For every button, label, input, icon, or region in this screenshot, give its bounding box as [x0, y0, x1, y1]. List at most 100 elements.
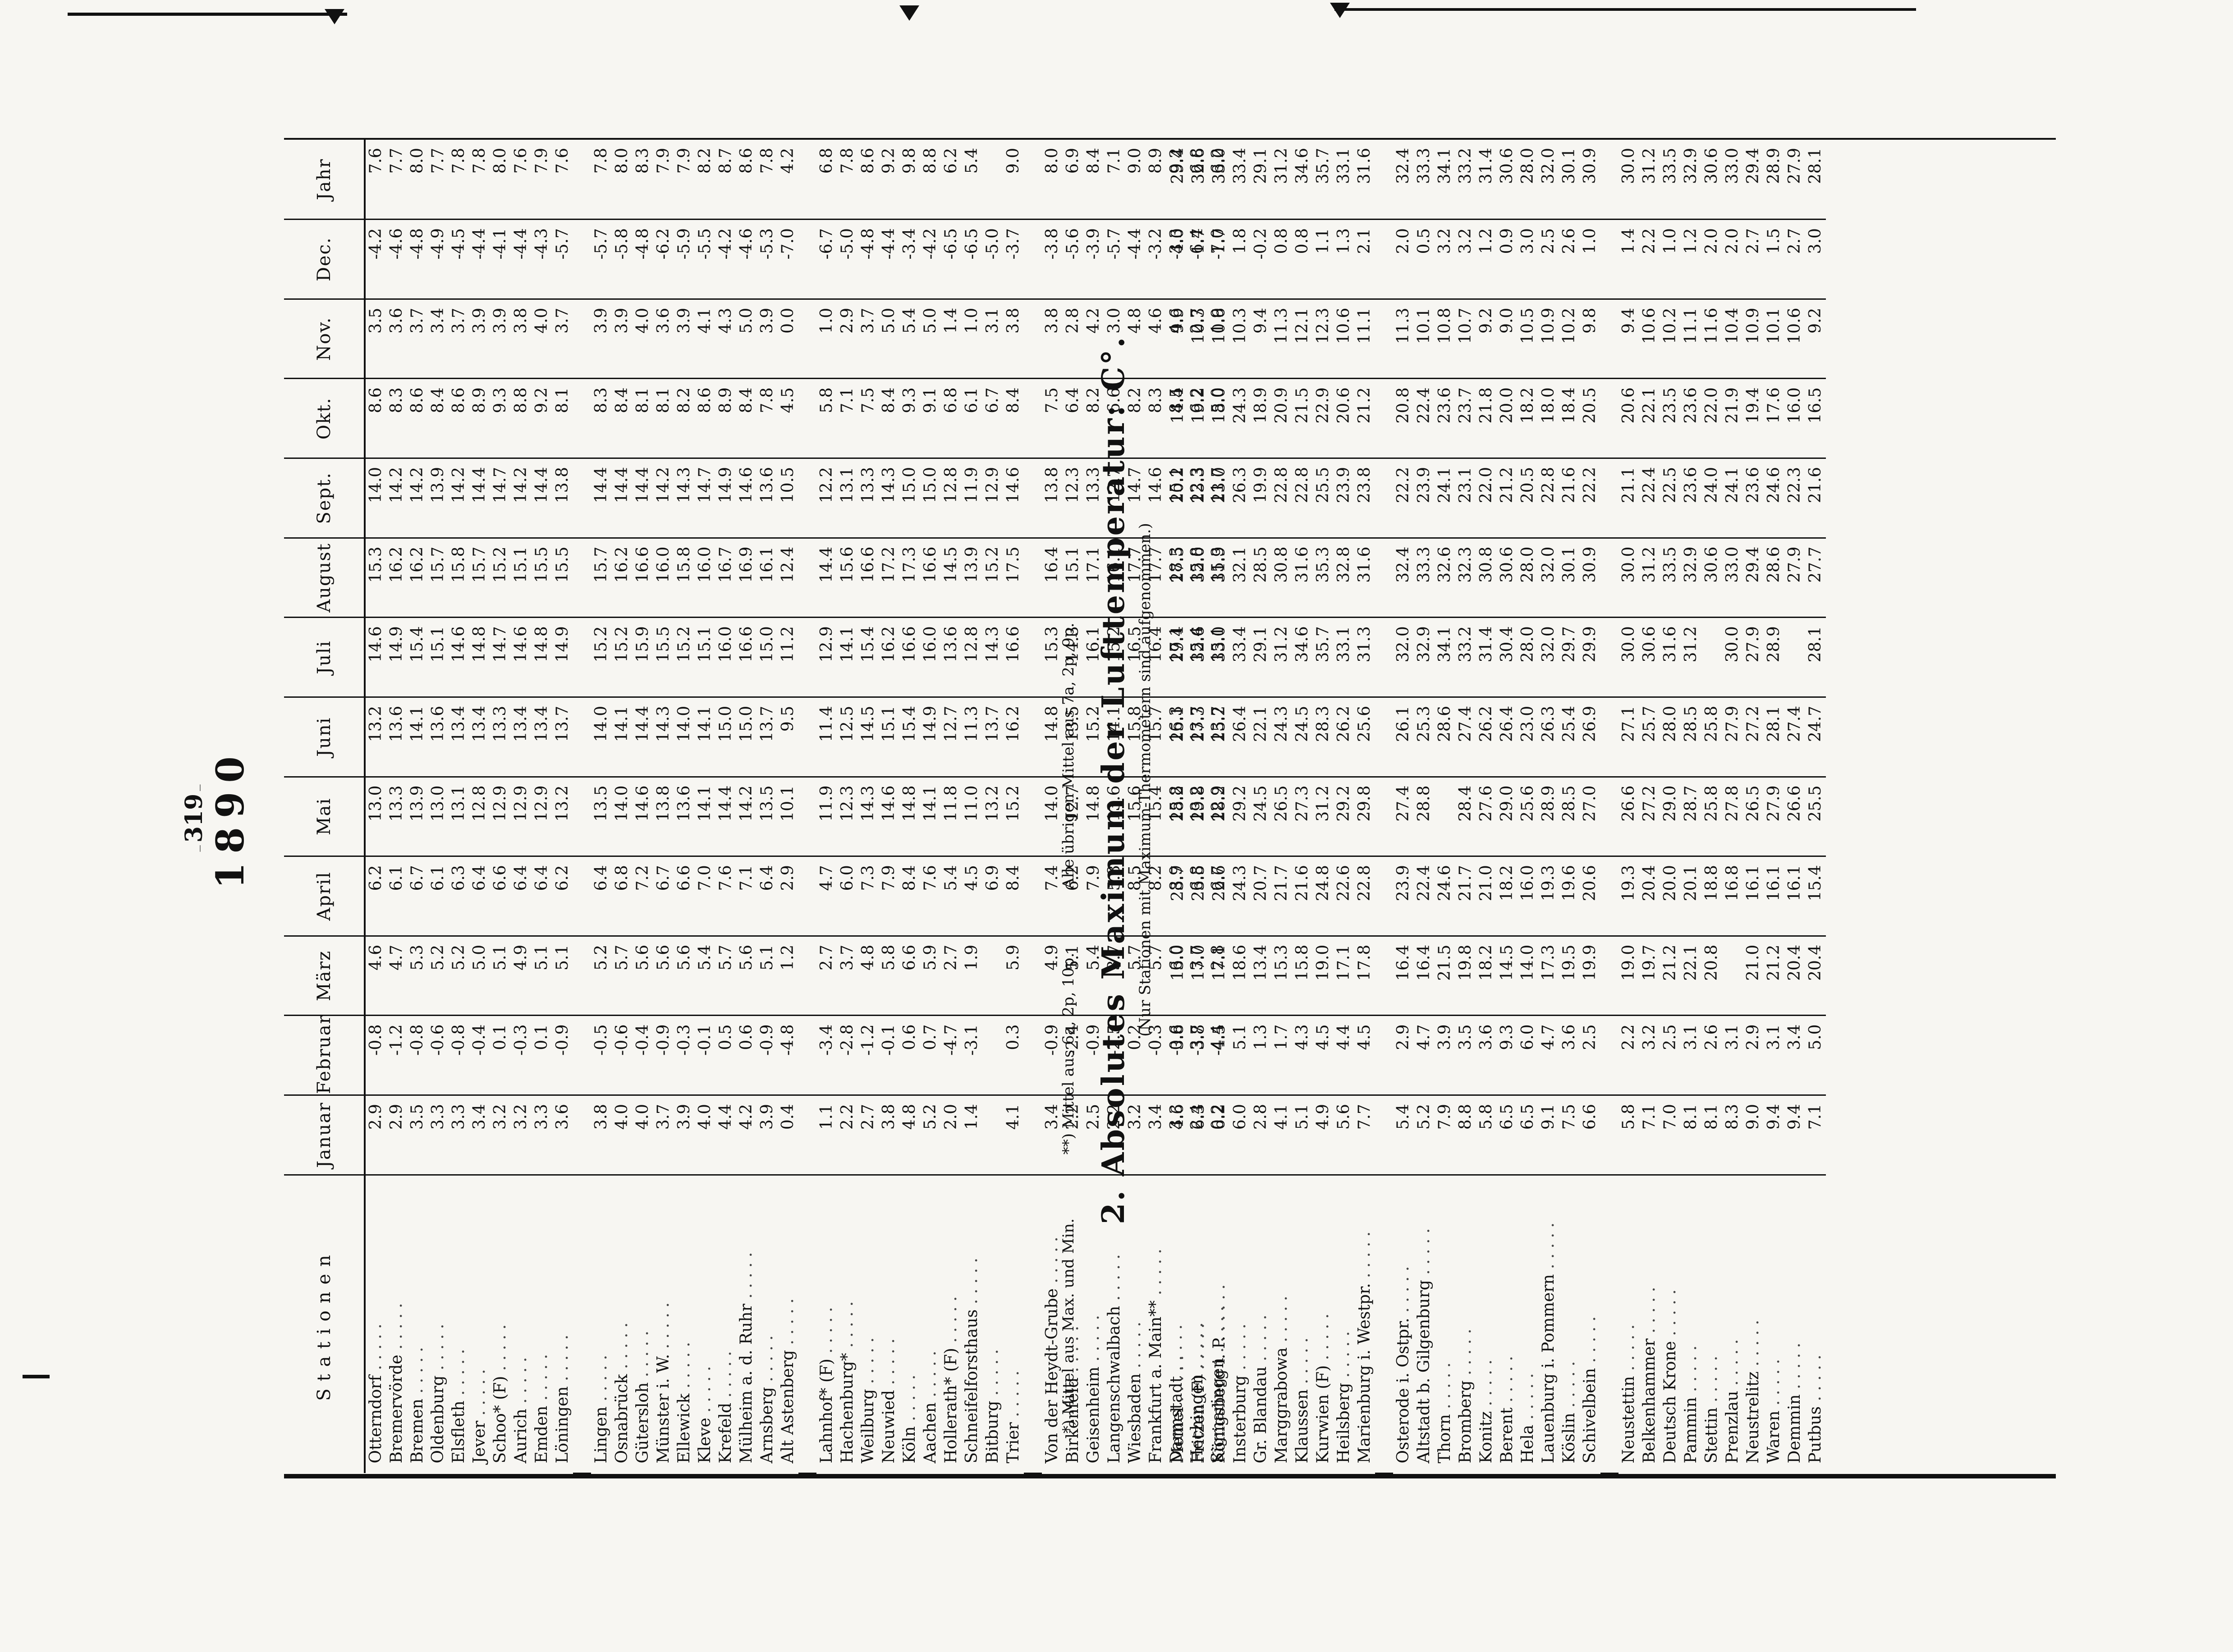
- table-cell: 8.1: [633, 378, 653, 458]
- table-cell: 14.9: [552, 617, 573, 697]
- table-cell: 9.5: [778, 697, 798, 777]
- table-cell: -5.9: [674, 219, 695, 299]
- table-cell: 4.4: [1334, 1015, 1354, 1095]
- table-cell: 29.4: [1743, 140, 1764, 220]
- table-cell: 3.4: [1784, 1015, 1805, 1095]
- station-name: Deutsch Krone . . . . .: [1660, 1175, 1681, 1473]
- station-name: Neustettin . . . . .: [1619, 1175, 1639, 1473]
- table-cell: 6.8: [612, 856, 633, 936]
- table-cell: 6.4: [757, 856, 778, 936]
- table-cell: -0.9: [552, 1015, 573, 1095]
- table-cell: 11.3: [1393, 299, 1414, 379]
- table-cell: 3.3: [449, 1095, 469, 1175]
- table-cell: 28.7: [1681, 777, 1701, 856]
- table-row: Löningen . . . . . 3.6 -0.9 5.1 6.2 13.2 13.7 1…: [552, 140, 573, 1474]
- leader-dots: . . . . .: [1334, 1331, 1353, 1383]
- table-row: Neustrelitz . . . . . 9.0 2.9 21.0 16.1 26.5 2…: [1743, 140, 1764, 1474]
- group-spacer: [798, 140, 816, 1474]
- station-name-text: Waren: [1765, 1410, 1783, 1464]
- station-name-text: Osnabrück: [613, 1374, 631, 1464]
- table-header-row: Stationen Januar Februar März April Mai Juni Ju…: [284, 140, 365, 1474]
- table-cell: 15.9: [633, 617, 653, 697]
- table-cell: 15.7: [428, 538, 449, 618]
- table-cell: -0.3: [674, 1015, 695, 1095]
- table-cell: 25.4: [1559, 697, 1580, 777]
- table-cell: 23.0: [1209, 458, 1230, 538]
- table-cell: 32.4: [1393, 538, 1414, 618]
- column-header-month: Nov.: [284, 299, 365, 379]
- table-cell: 6.8: [816, 140, 837, 220]
- table-cell: -7.0: [778, 219, 798, 299]
- table-cell: 1.0: [816, 299, 837, 379]
- table-cell: 6.2: [552, 856, 573, 936]
- table-cell: 16.0: [715, 617, 736, 697]
- station-name: Osterode i. Ostpr. . . . . .: [1393, 1175, 1414, 1473]
- table-cell: 4.5: [1354, 1015, 1375, 1095]
- table-cell: 8.4: [899, 856, 920, 936]
- table-cell: 8.4: [428, 378, 449, 458]
- table-cell: 29.4: [1168, 617, 1188, 697]
- table-cell: 13.2: [365, 697, 386, 777]
- table-cell: 21.0: [1743, 936, 1764, 1016]
- table-cell: 3.6: [386, 299, 407, 379]
- table-cell: 13.6: [757, 458, 778, 538]
- table-cell: 1.4: [941, 299, 962, 379]
- scan-edge-triangle: [899, 5, 919, 21]
- table-cell: 21.0: [1476, 856, 1497, 936]
- table-cell: 14.2: [386, 458, 407, 538]
- table-cell: 8.8: [920, 140, 941, 220]
- rotated-page: — 319 — 1890 Stationen Januar Februar März A…: [180, 131, 2056, 1506]
- table-cell: 15.2: [591, 617, 612, 697]
- table-cell: 30.9: [1580, 538, 1600, 618]
- table-cell: 3.7: [653, 1095, 674, 1175]
- station-name-text: Köslin: [1560, 1413, 1578, 1464]
- station-name: Bromberg . . . . .: [1455, 1175, 1476, 1473]
- table-cell: -0.8: [365, 1015, 386, 1095]
- table-row: Schoo* (F) . . . . . 3.2 0.1 5.1 6.6 12.9 13.3…: [490, 140, 511, 1474]
- table-cell: -6.7: [816, 219, 837, 299]
- table-row: Hela . . . . . 6.5 6.0 14.0 16.0 25.6 23.0 28.0…: [1518, 140, 1538, 1474]
- table-cell: -4.6: [386, 219, 407, 299]
- table-cell: 21.2: [1764, 936, 1784, 1016]
- table-cell: 24.8: [1313, 856, 1334, 936]
- station-name-text: Konitz: [1477, 1411, 1495, 1464]
- table-cell: 4.0: [612, 1095, 633, 1175]
- table-cell: 14.4: [633, 697, 653, 777]
- station-name-text: Bremervörde: [387, 1355, 406, 1464]
- table-cell: 3.7: [407, 299, 428, 379]
- table-row: Ellewick . . . . . 3.9 -0.3 5.6 6.6 13.6 14.0 1…: [674, 140, 695, 1474]
- station-name-text: Elsfleth: [449, 1400, 468, 1464]
- leader-dots: . . . . .: [1765, 1359, 1783, 1411]
- station-name: Krefeld . . . . .: [715, 1175, 736, 1473]
- table-cell: 20.6: [1619, 378, 1639, 458]
- table-cell: 5.1: [552, 936, 573, 1016]
- table-cell: 29.8: [1188, 777, 1209, 856]
- station-name: Prenzlau . . . . .: [1722, 1175, 1743, 1473]
- table-cell: 19.2: [1188, 378, 1209, 458]
- table-cell: 26.6: [1619, 777, 1639, 856]
- table-cell: 3.3: [428, 1095, 449, 1175]
- station-name: Altstadt b. Gilgenburg . . . . .: [1414, 1175, 1435, 1473]
- table-cell: 13.9: [407, 777, 428, 856]
- table-cell: 9.2: [532, 378, 552, 458]
- table-row: Neuwied . . . . . 3.8 -0.1 5.8 7.9 14.6 15.1 16…: [879, 140, 899, 1474]
- table-cell: 26.3: [1538, 697, 1559, 777]
- table-cell: 16.4: [1393, 936, 1414, 1016]
- table-cell: 22.1: [1251, 697, 1271, 777]
- table-cell: 2.2: [837, 1095, 858, 1175]
- table-cell: 30.0: [1619, 140, 1639, 220]
- leader-dots: . . . . .: [716, 1351, 735, 1403]
- table-cell: 16.9: [736, 538, 757, 618]
- station-name: Lahnhof* (F) . . . . .: [816, 1175, 837, 1473]
- table-cell: 25.2: [1209, 697, 1230, 777]
- table-cell: 30.6: [1701, 140, 1722, 220]
- column-header-month: Februar: [284, 1014, 365, 1095]
- station-name-text: Aachen: [921, 1402, 940, 1464]
- table-cell: 34.6: [1292, 617, 1313, 697]
- table-cell: 0.6: [736, 1015, 757, 1095]
- column-header-month: Mai: [284, 777, 365, 856]
- station-name-text: Krefeld: [716, 1402, 735, 1464]
- table-cell: 2.7: [941, 936, 962, 1016]
- table-cell: 27.9: [1784, 538, 1805, 618]
- table-cell: 33.5: [1660, 538, 1681, 618]
